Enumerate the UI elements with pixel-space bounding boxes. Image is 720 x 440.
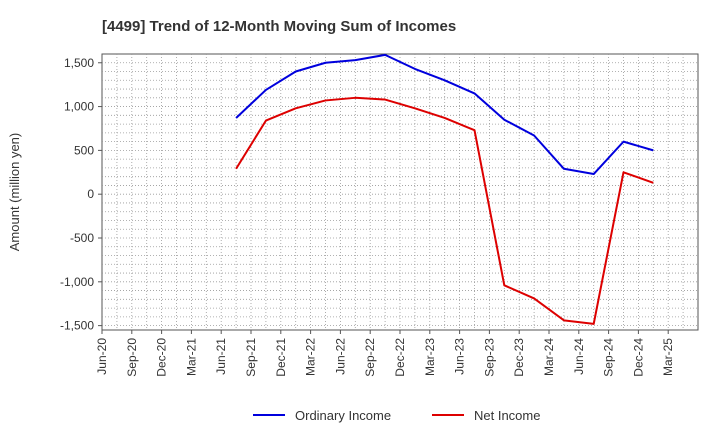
x-tick-label: Mar-24 <box>542 338 556 376</box>
legend-label: Net Income <box>474 408 540 423</box>
legend-item: Net Income <box>432 408 540 423</box>
x-tick-label: Dec-24 <box>631 338 645 377</box>
y-axis-title: Amount (million yen) <box>7 133 22 252</box>
x-tick-labels: Jun-20 Sep-20 Dec-20 Mar-21 Jun-21 Sep-21 Dec-… <box>95 330 675 377</box>
x-tick-label: Sep-22 <box>363 338 377 377</box>
y-tick-label: 0 <box>87 187 94 201</box>
y-tick-label: 1,500 <box>64 56 94 70</box>
x-tick-label: Mar-22 <box>304 338 318 376</box>
x-tick-label: Mar-21 <box>184 338 198 376</box>
x-tick-label: Jun-22 <box>333 338 347 375</box>
legend-label: Ordinary Income <box>295 408 391 423</box>
legend: Ordinary Income Net Income <box>253 408 540 423</box>
x-tick-label: Sep-20 <box>125 338 139 377</box>
x-tick-label: Sep-24 <box>602 338 616 377</box>
x-tick-label: Dec-21 <box>274 338 288 377</box>
series-line-ordinary-income <box>235 53 654 176</box>
x-tick-label: Mar-23 <box>423 338 437 376</box>
series-lines <box>235 53 654 325</box>
x-tick-label: Jun-21 <box>214 338 228 375</box>
y-tick-label: -1,500 <box>60 319 94 333</box>
chart-title: [4499] Trend of 12-Month Moving Sum of I… <box>102 18 456 35</box>
y-tick-label: -500 <box>70 231 94 245</box>
series-line-net-income <box>235 96 654 325</box>
x-tick-label: Jun-20 <box>95 338 109 375</box>
x-tick-label: Dec-20 <box>155 338 169 377</box>
y-tick-label: 500 <box>74 143 94 157</box>
x-tick-label: Dec-23 <box>512 338 526 377</box>
y-tick-label: -1,000 <box>60 275 94 289</box>
x-tick-label: Mar-25 <box>661 338 675 376</box>
y-tick-labels: 1,500 1,000 500 0 -500 -1,000 -1,500 <box>60 56 102 333</box>
y-tick-label: 1,000 <box>64 100 94 114</box>
gridlines <box>102 54 698 330</box>
legend-item: Ordinary Income <box>253 408 391 423</box>
x-tick-label: Sep-23 <box>482 338 496 377</box>
x-tick-label: Jun-24 <box>572 338 586 375</box>
x-tick-label: Jun-23 <box>453 338 467 375</box>
x-tick-label: Dec-22 <box>393 338 407 377</box>
x-tick-label: Sep-21 <box>244 338 258 377</box>
